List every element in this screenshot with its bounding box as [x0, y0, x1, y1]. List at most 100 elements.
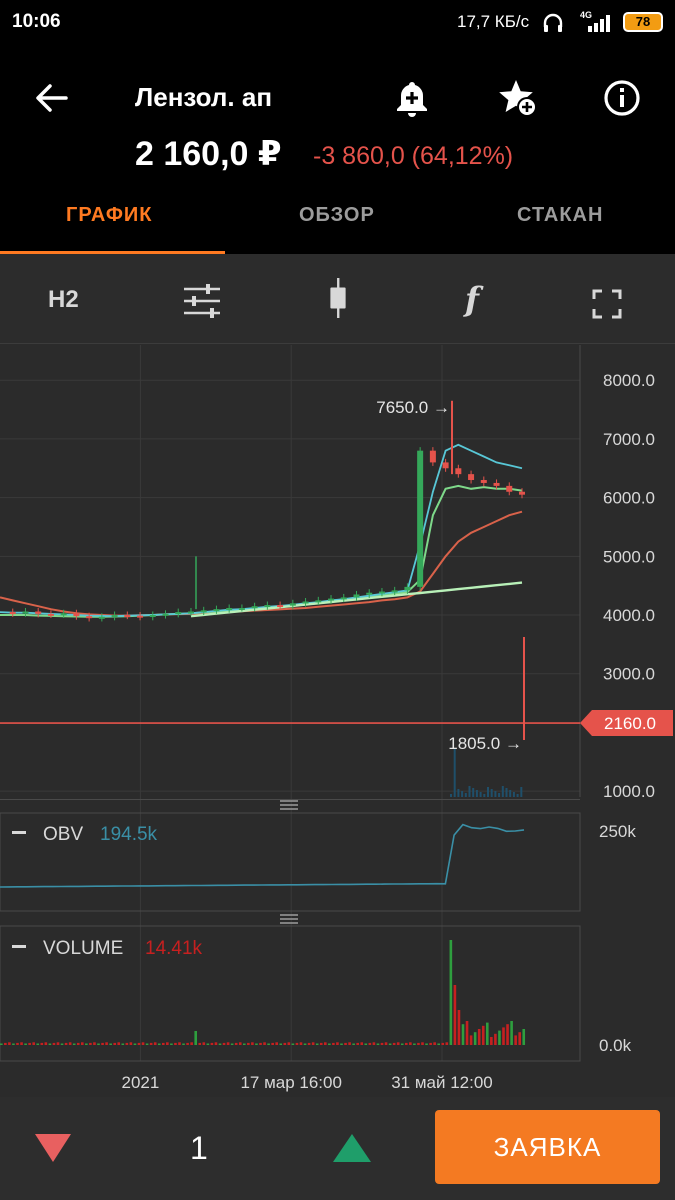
volume-bar [76, 1042, 80, 1045]
volume-bar [364, 1043, 368, 1045]
active-tab-indicator [0, 251, 225, 254]
volume-bar [125, 1042, 129, 1045]
x-tick-label: 31 май 12:00 [391, 1073, 493, 1092]
candle-body [22, 611, 29, 614]
max-price-marker: 7650.0 → [376, 398, 450, 417]
candle-body [378, 591, 385, 594]
volume-bar [162, 1042, 165, 1045]
candle-body [442, 462, 449, 469]
current-price-tag-label: 2160.0 [604, 714, 656, 733]
quantity-value[interactable]: 1 [190, 1130, 208, 1166]
signal-icon [588, 15, 610, 32]
candle-body [455, 468, 462, 475]
tab-chart[interactable]: ГРАФИК [66, 204, 153, 226]
chart-canvas[interactable]: 8000.0 7000.0 6000.0 5000.0 4000.0 3000.0 1000… [0, 345, 675, 1097]
candle-body [149, 615, 156, 618]
volume-bar [295, 1042, 299, 1045]
tab-overview[interactable]: ОБЗОР [299, 204, 375, 226]
volume-bar [336, 1042, 339, 1045]
volume-bar [437, 1043, 440, 1045]
volume-bar [157, 1043, 161, 1045]
volume-bar [28, 1042, 31, 1045]
candle-body [429, 450, 436, 463]
back-arrow-icon[interactable] [30, 76, 74, 120]
volume-bar [222, 1042, 226, 1045]
volume-bar [12, 1043, 15, 1045]
volume-bar [441, 1042, 445, 1045]
volume-bar [352, 1043, 355, 1045]
volume-bar [522, 1029, 526, 1045]
price-pane-volume-bar [494, 791, 497, 797]
candlestick-icon[interactable] [326, 278, 350, 318]
volume-bar [405, 1042, 408, 1045]
volume-bar [392, 1042, 396, 1045]
headphones-icon [543, 13, 563, 32]
volume-bar [214, 1042, 218, 1045]
volume-bar [360, 1042, 364, 1045]
candle-body [519, 491, 525, 495]
price-pane-volume-bar [509, 790, 512, 797]
candle-body [264, 605, 271, 608]
volume-bar [137, 1042, 141, 1045]
moving-average-slow [0, 510, 523, 617]
price-tick-label: 7000.0 [603, 430, 655, 449]
volume-bar [368, 1042, 372, 1045]
volume-bar [186, 1042, 189, 1045]
volume-bar [498, 1030, 501, 1045]
volume-bar [230, 1043, 234, 1045]
volume-bar [486, 1022, 489, 1045]
volume-bar [502, 1027, 505, 1045]
price-pane-volume-bar [461, 791, 464, 797]
volume-bar [234, 1042, 238, 1045]
volume-bar [24, 1043, 27, 1045]
price-pane-volume-bar [483, 794, 486, 797]
volume-bar [413, 1043, 416, 1045]
volume-bar [376, 1043, 380, 1045]
volume-bar [449, 940, 453, 1045]
candle-body [289, 603, 296, 606]
order-bar: 1 ЗАЯВКА [0, 1097, 675, 1200]
order-button[interactable]: ЗАЯВКА [435, 1110, 660, 1184]
candles [9, 400, 525, 622]
price-pane-volume-bar [501, 786, 504, 797]
volume-bar [202, 1042, 206, 1045]
volume-bar [490, 1037, 493, 1045]
volume-bar [133, 1043, 137, 1045]
volume-bar [170, 1043, 173, 1045]
tab-order-book[interactable]: СТАКАН [517, 204, 604, 226]
info-icon[interactable] [600, 76, 644, 120]
decrease-triangle-icon[interactable] [33, 1132, 73, 1164]
volume-bar [461, 1024, 465, 1045]
candle-body [238, 607, 245, 610]
volume-bar [210, 1042, 214, 1045]
candle-body [124, 615, 131, 618]
function-icon[interactable]: f [458, 279, 486, 319]
volume-bar [263, 1042, 266, 1045]
add-favorite-star-icon[interactable] [496, 76, 540, 120]
volume-bar [307, 1042, 311, 1045]
price-pane-volume-bar [472, 788, 475, 797]
volume-bar [89, 1042, 92, 1045]
volume-bar [16, 1042, 19, 1045]
status-bar: 10:06 17,7 КБ/с 4G 78 [0, 0, 675, 46]
volume-bar [421, 1042, 424, 1045]
volume-bar [32, 1042, 35, 1045]
candle-body [86, 616, 93, 619]
volume-bars [0, 749, 526, 1045]
fullscreen-icon[interactable] [592, 284, 622, 324]
price-pane-volume-bar [457, 789, 460, 797]
increase-triangle-icon[interactable] [331, 1132, 373, 1164]
volume-bar [315, 1043, 319, 1045]
add-alert-bell-icon[interactable] [390, 76, 434, 120]
candle-body [162, 613, 169, 616]
volume-collapse-icon [12, 945, 26, 948]
volume-label: VOLUME [43, 938, 123, 959]
volume-bar [396, 1042, 400, 1045]
indicators-sliders-icon[interactable] [182, 281, 222, 321]
price-pane-volume-bar [468, 786, 471, 797]
timeframe-button[interactable]: H2 [48, 286, 79, 313]
price-chart[interactable]: 8000.0 7000.0 6000.0 5000.0 4000.0 3000.0 1000… [0, 345, 675, 1097]
price-tick-label: 6000.0 [603, 489, 655, 508]
svg-text:f: f [463, 280, 484, 318]
price-tick-label: 3000.0 [603, 665, 655, 684]
